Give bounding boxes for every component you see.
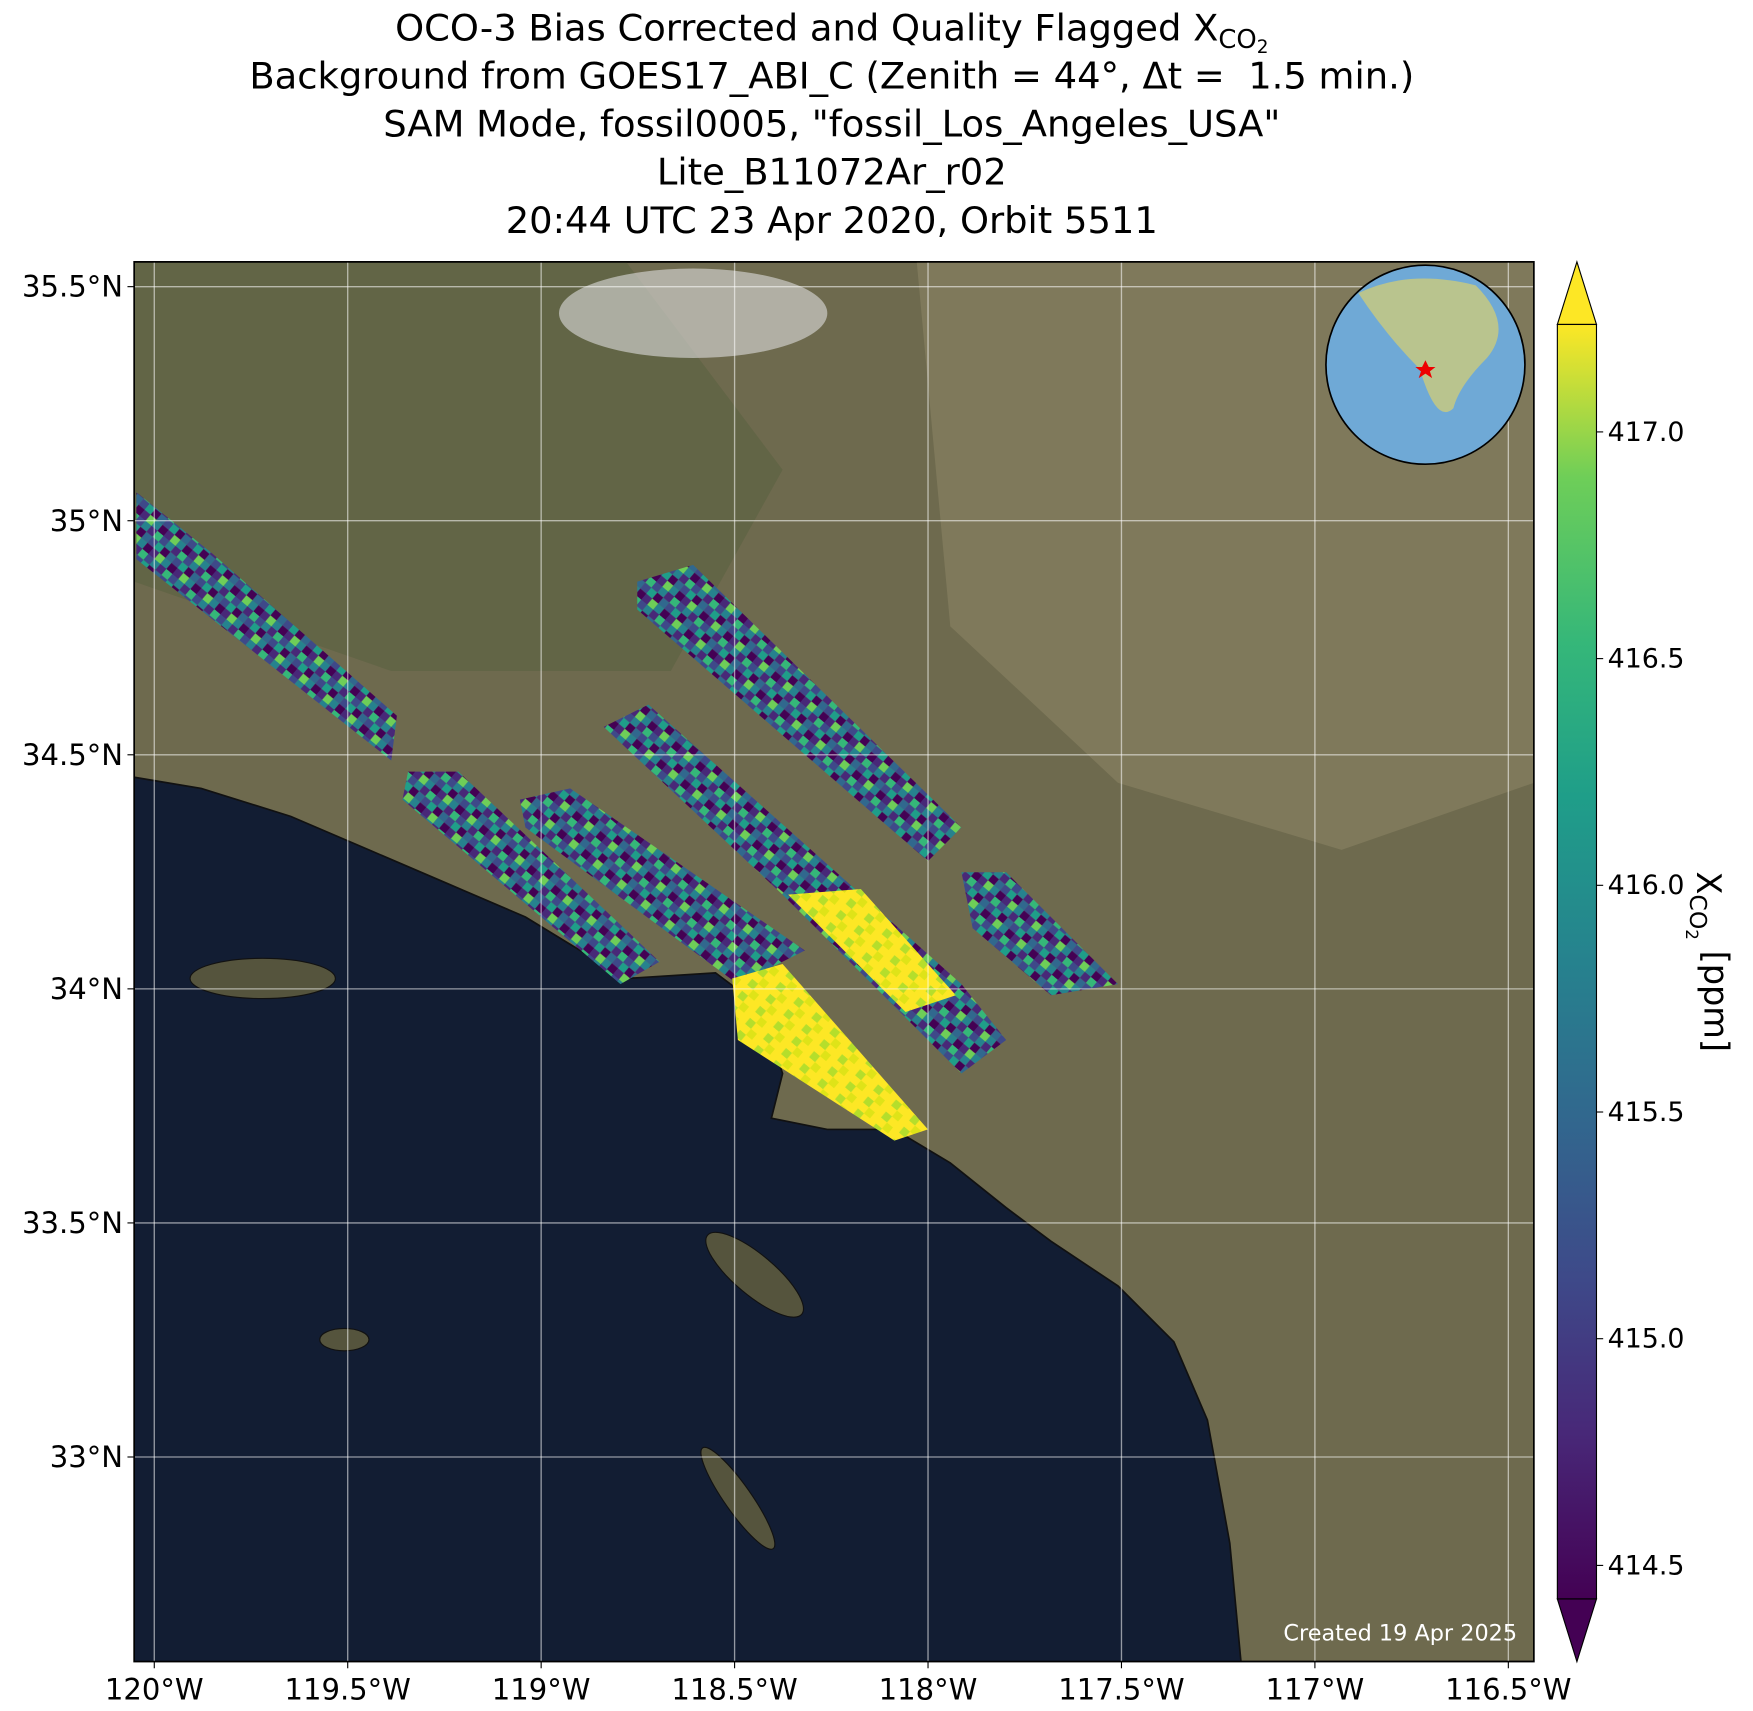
- colorbar-extend-max: [1556, 259, 1598, 326]
- island: [319, 1327, 370, 1352]
- swath: [732, 963, 928, 1141]
- y-tick-label: 35.5°N: [22, 270, 123, 304]
- cloud: [558, 268, 828, 358]
- y-tick-label: 33°N: [50, 1440, 123, 1474]
- colorbar-label: XCO2 [ppm]: [1682, 871, 1735, 1052]
- colorbar-tick-label: 414.5: [1608, 1550, 1685, 1581]
- chart-title-text: OCO-3 Bias Corrected and Quality Flagged…: [395, 6, 1218, 49]
- x-tick-label: 116.5°W: [1445, 1673, 1571, 1707]
- colorbar-label-subsub: 2: [1682, 929, 1702, 940]
- chart-title: Background from GOES17_ABI_C (Zenith = 4…: [249, 55, 1414, 98]
- island: [700, 1446, 776, 1550]
- x-tick-label: 117°W: [1266, 1673, 1365, 1707]
- colorbar-tick-label: 415.0: [1608, 1324, 1685, 1355]
- swath: [519, 788, 805, 985]
- y-tick-label: 33.5°N: [22, 1206, 123, 1240]
- island: [705, 1231, 805, 1318]
- chart-title: Lite_B11072Ar_r02: [657, 151, 1007, 194]
- swath: [402, 771, 660, 985]
- x-tick-label: 119.5°W: [285, 1673, 411, 1707]
- colorbar-tick-label: 416.5: [1608, 644, 1685, 675]
- swath: [637, 564, 962, 862]
- x-tick-label: 117.5°W: [1058, 1673, 1184, 1707]
- colorbar-tick-label: 415.5: [1608, 1097, 1685, 1128]
- colorbar-tick-label: 416.0: [1608, 870, 1685, 901]
- inset-globe: [1325, 264, 1526, 466]
- x-tick-label: 118.5°W: [671, 1673, 797, 1707]
- y-tick-label: 34.5°N: [22, 738, 123, 772]
- created-note: Created 19 Apr 2025: [1283, 1620, 1517, 1646]
- x-tick-label: 118°W: [879, 1673, 978, 1707]
- chart-title-subsub: 2: [1257, 37, 1269, 58]
- chart-title: OCO-3 Bias Corrected and Quality Flagged…: [395, 6, 1268, 57]
- grid: [134, 261, 1534, 1662]
- x-tick-label: 119°W: [492, 1673, 591, 1707]
- chart-title: 20:44 UTC 23 Apr 2020, Orbit 5511: [506, 199, 1158, 242]
- colorbar-frame: [1556, 323, 1598, 1600]
- x-tick-label: 120°W: [105, 1673, 204, 1707]
- soundings: [136, 492, 1118, 1141]
- colorbar-label-text: X: [1689, 871, 1728, 894]
- continent: [1358, 278, 1499, 413]
- valley: [134, 261, 783, 672]
- colorbar-label-sub: CO: [1684, 894, 1712, 929]
- chart-title: SAM Mode, fossil0005, "fossil_Los_Angele…: [383, 103, 1280, 146]
- swath: [788, 889, 956, 1013]
- map-background: [134, 261, 1534, 1662]
- site-marker: [1415, 360, 1436, 379]
- swath: [961, 872, 1118, 996]
- colorbar-tick-label: 417.0: [1608, 417, 1685, 448]
- colorbar-label-unit: [ppm]: [1696, 940, 1735, 1052]
- swath: [136, 492, 397, 761]
- colorbar-extend-min: [1556, 1598, 1598, 1664]
- chart-title-sub: CO: [1218, 25, 1256, 55]
- map-frame: [133, 261, 1535, 1663]
- colorbar: [1557, 324, 1597, 1599]
- y-tick-label: 34°N: [50, 972, 123, 1006]
- y-tick-label: 35°N: [50, 504, 123, 538]
- island: [189, 957, 336, 1000]
